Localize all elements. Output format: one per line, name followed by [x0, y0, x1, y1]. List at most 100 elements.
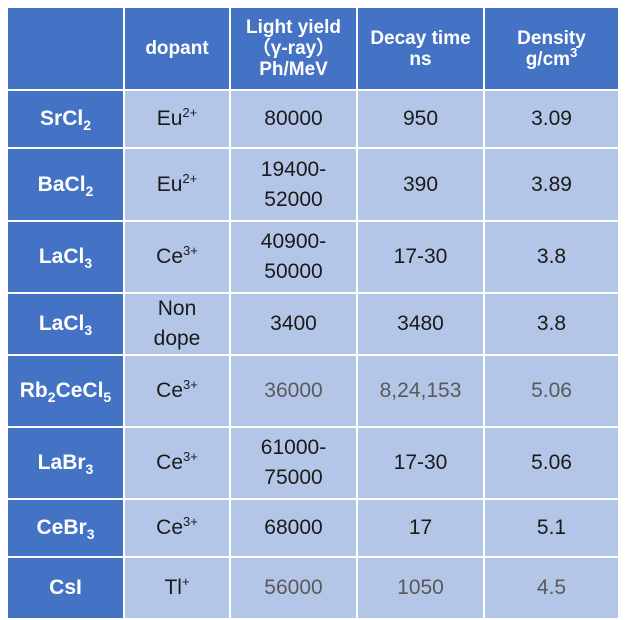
density-text-line: 3.8: [536, 245, 567, 268]
formula-element: La: [38, 245, 64, 268]
header-density-line2: g/cm3: [485, 46, 618, 70]
density-text-line: 5.06: [531, 379, 572, 402]
dopant-element: Ce: [156, 516, 184, 539]
dopant-charge: 2+: [182, 170, 198, 186]
dopant-cell: Ce3+: [123, 354, 231, 428]
dopant-charge: 3+: [183, 514, 198, 529]
formula-element: Cl: [63, 312, 85, 335]
formula-element: Cl: [63, 245, 85, 268]
formula-subscript: 3: [84, 255, 93, 271]
formula-subscript: 3: [85, 461, 94, 477]
decay-time-cell: 950: [356, 89, 485, 149]
light-yield-text-line: 61000-: [260, 436, 327, 459]
header-row: dopant Light yield （γ-ray） Ph/MeV Decay …: [6, 6, 620, 91]
corner-cell: [6, 6, 125, 91]
formula-element: CsI: [49, 576, 82, 599]
density-text-line: 5.1: [536, 516, 567, 539]
formula-element: La: [37, 451, 63, 474]
density-cell: 5.1: [483, 498, 620, 558]
dopant-charge: 3+: [183, 243, 198, 258]
decay-time-cell: 17-30: [356, 220, 485, 294]
light-yield-cell: 3400: [229, 292, 358, 356]
dopant-cell: Ce3+: [123, 220, 231, 294]
decay-time-cell: 390: [356, 147, 485, 222]
light-yield-text-line: 50000: [264, 260, 323, 283]
dopant-charge: 2+: [182, 105, 198, 120]
density-text-line: 3.09: [531, 107, 572, 130]
compound-cell: LaBr3: [6, 426, 125, 500]
formula-subscript: 2: [47, 389, 56, 405]
formula-element: Cl: [82, 379, 104, 402]
decay-time-text-line: 8,24,153: [379, 379, 462, 402]
dopant-cell: Eu2+: [123, 89, 231, 149]
density-cell: 3.8: [483, 220, 620, 294]
density-cell: 3.09: [483, 89, 620, 149]
dopant-cell: Ce3+: [123, 426, 231, 500]
dopant-charge: 3+: [183, 377, 198, 392]
light-yield-text-line: 3400: [270, 312, 317, 335]
decay-time-cell: 17-30: [356, 426, 485, 500]
compound-cell: SrCl2: [6, 89, 125, 149]
density-cell: 3.8: [483, 292, 620, 356]
scintillator-table: dopant Light yield （γ-ray） Ph/MeV Decay …: [6, 6, 620, 620]
light-yield-cell: 80000: [229, 89, 358, 149]
density-cell: 4.5: [483, 556, 620, 620]
decay-time-cell: 3480: [356, 292, 485, 356]
light-yield-text-line: 80000: [264, 107, 323, 130]
dopant-charge: +: [181, 574, 190, 589]
dopant-cell: Ce3+: [123, 498, 231, 558]
table-row: BaCl2 Eu2+ 19400- 52000 390 3.89: [6, 147, 620, 222]
header-density-exp: 3: [570, 44, 578, 60]
header-density-line1: Density: [517, 27, 586, 49]
light-yield-text-line: 68000: [264, 516, 323, 539]
dopant-element: Eu: [156, 107, 183, 130]
table-row: LaCl3 Ce3+ 40900- 50000 17-30 3.8: [6, 220, 620, 294]
header-light-yield-line3: Ph/MeV: [259, 59, 328, 80]
dopant-element: Ce: [156, 379, 184, 402]
light-yield-cell: 19400- 52000: [229, 147, 358, 222]
header-density-unit: g/cm: [525, 48, 571, 70]
formula-element: Cl: [64, 172, 86, 196]
decay-time-text-line: 3480: [397, 312, 444, 335]
compound-cell: BaCl2: [6, 147, 125, 222]
light-yield-text-line: 36000: [264, 379, 323, 402]
decay-time-cell: 1050: [356, 556, 485, 620]
dopant-cell: Tl+: [123, 556, 231, 620]
table-row: Rb2CeCl5 Ce3+ 36000 8,24,153 5.06: [6, 354, 620, 428]
formula-element: Sr: [40, 107, 63, 130]
compound-cell: LaCl3: [6, 292, 125, 356]
formula-element: Br: [62, 451, 86, 474]
header-light-yield-line1: Light yield: [246, 17, 341, 38]
formula-element: Br: [63, 516, 87, 539]
dopant-cell: Eu2+: [123, 147, 231, 222]
formula-subscript: 3: [84, 322, 93, 338]
header-dopant: dopant: [123, 6, 231, 91]
light-yield-text-line: 19400-: [260, 157, 327, 181]
dopant-element: Eu: [156, 172, 183, 196]
decay-time-text-line: 17-30: [393, 245, 448, 268]
header-decay-time-line1: Decay time: [370, 27, 471, 49]
decay-time-cell: 17: [356, 498, 485, 558]
light-yield-text-line: 56000: [264, 576, 323, 599]
formula-element: Ba: [37, 172, 65, 196]
table-row: CsI Tl+ 56000 1050 4.5: [6, 556, 620, 620]
dopant-text-line: dope: [153, 327, 201, 350]
decay-time-cell: 8,24,153: [356, 354, 485, 428]
header-light-yield: Light yield （γ-ray） Ph/MeV: [229, 6, 358, 91]
formula-subscript: 3: [86, 526, 95, 542]
light-yield-cell: 68000: [229, 498, 358, 558]
light-yield-cell: 36000: [229, 354, 358, 428]
compound-cell: CeBr3: [6, 498, 125, 558]
header-decay-time: Decay time ns: [356, 6, 485, 91]
density-cell: 5.06: [483, 354, 620, 428]
dopant-cell: Non dope: [123, 292, 231, 356]
light-yield-text-line: 75000: [264, 466, 323, 489]
formula-element: Cl: [62, 107, 84, 130]
decay-time-text-line: 1050: [397, 576, 444, 599]
light-yield-text-line: 52000: [264, 187, 323, 211]
formula-subscript: 2: [83, 117, 91, 133]
compound-cell: CsI: [6, 556, 125, 620]
light-yield-text-line: 40900-: [260, 230, 327, 253]
formula-element: Ce: [55, 379, 83, 402]
decay-time-text-line: 950: [402, 107, 439, 130]
